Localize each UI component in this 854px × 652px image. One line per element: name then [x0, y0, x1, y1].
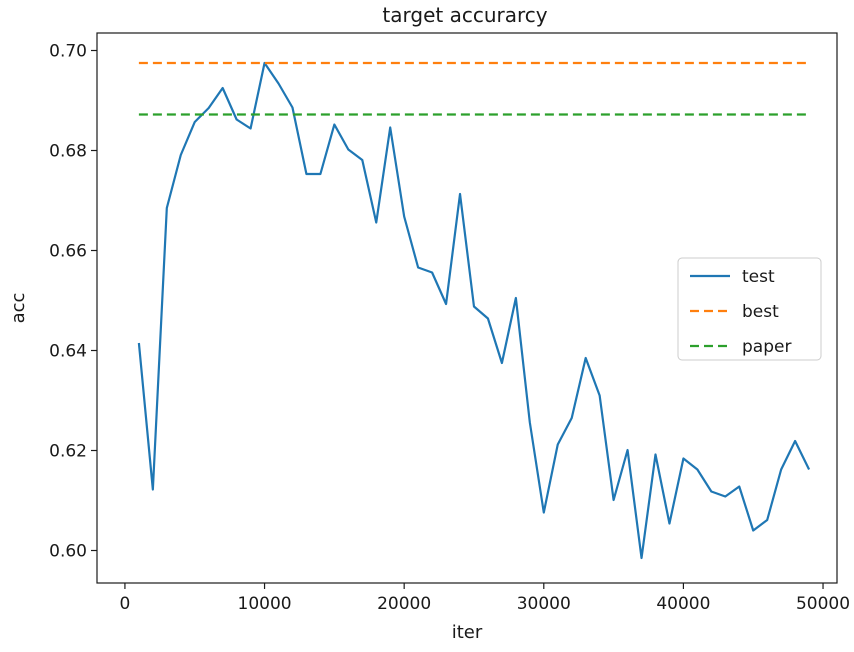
x-tick-label: 40000 [656, 594, 710, 614]
y-tick-label: 0.62 [49, 442, 87, 462]
x-axis-title: iter [452, 622, 483, 643]
y-tick-label: 0.68 [49, 142, 87, 162]
plot-frame [96, 32, 838, 584]
legend: test best paper [677, 257, 822, 361]
y-tick-label: 0.64 [49, 342, 87, 362]
x-tick-label: 50000 [796, 594, 850, 614]
series-line-test [137, 61, 811, 560]
chart-title: target accurarcy [382, 3, 547, 27]
legend-label-test: test [742, 267, 775, 287]
x-tick-label: 10000 [238, 594, 292, 614]
legend-label-paper: paper [742, 337, 791, 357]
x-axis: 0 10000 20000 30000 40000 50000 [120, 583, 850, 614]
legend-box [677, 257, 822, 361]
legend-label-best: best [742, 302, 779, 322]
y-axis-title: acc [8, 293, 29, 324]
y-tick-label: 0.66 [49, 242, 87, 262]
series-layer [137, 61, 811, 560]
y-tick-label: 0.60 [49, 542, 87, 562]
x-tick-label: 20000 [377, 594, 431, 614]
x-tick-label: 30000 [517, 594, 571, 614]
x-tick-label: 0 [120, 594, 131, 614]
y-axis: 0.60 0.62 0.64 0.66 0.68 0.70 [49, 42, 97, 562]
y-tick-label: 0.70 [49, 42, 87, 62]
